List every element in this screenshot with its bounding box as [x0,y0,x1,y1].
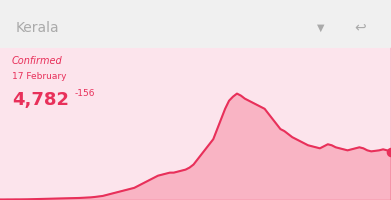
Text: ▼: ▼ [317,22,325,32]
Text: -156: -156 [74,89,95,98]
Text: Confirmed: Confirmed [12,56,63,66]
Point [388,150,391,153]
Text: Kerala: Kerala [16,21,59,34]
Text: 17 February: 17 February [12,72,66,81]
Text: 4,782: 4,782 [12,91,69,109]
Text: ↩: ↩ [354,21,366,34]
